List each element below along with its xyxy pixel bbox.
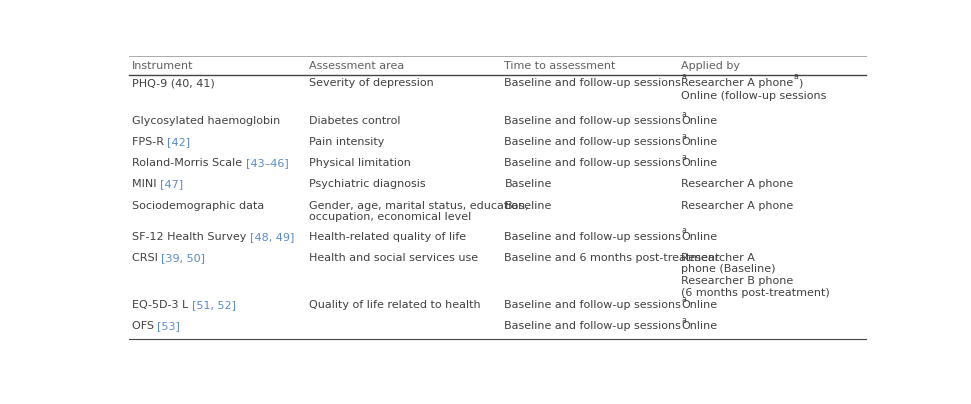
Text: Online: Online (682, 300, 718, 310)
Text: a: a (682, 226, 686, 235)
Text: ): ) (798, 78, 803, 88)
Text: Researcher A phone: Researcher A phone (682, 179, 793, 189)
Text: Assessment area: Assessment area (309, 61, 404, 71)
Text: Online (follow-up sessions: Online (follow-up sessions (682, 91, 826, 101)
Text: PHQ-9 (40, 41): PHQ-9 (40, 41) (132, 78, 215, 88)
Text: Roland-Morris Scale: Roland-Morris Scale (132, 158, 246, 168)
Text: Online: Online (682, 321, 718, 331)
Text: Baseline and follow-up sessions: Baseline and follow-up sessions (504, 137, 682, 147)
Text: a: a (682, 110, 686, 120)
Text: EQ-5D-3 L: EQ-5D-3 L (132, 300, 191, 310)
Text: [42]: [42] (167, 137, 190, 147)
Text: a: a (682, 316, 686, 325)
Text: Severity of depression: Severity of depression (309, 78, 433, 88)
Text: Diabetes control: Diabetes control (309, 116, 400, 126)
Text: a: a (793, 72, 798, 82)
Text: Psychiatric diagnosis: Psychiatric diagnosis (309, 179, 425, 189)
Text: Online: Online (682, 137, 718, 147)
Text: Researcher A phone: Researcher A phone (682, 78, 793, 88)
Text: Baseline and follow-up sessions: Baseline and follow-up sessions (504, 321, 682, 331)
Text: Baseline: Baseline (504, 179, 552, 189)
Text: Baseline and follow-up sessions: Baseline and follow-up sessions (504, 232, 682, 242)
Text: Baseline and follow-up sessions: Baseline and follow-up sessions (504, 158, 682, 168)
Text: FPS-R: FPS-R (132, 137, 167, 147)
Text: Applied by: Applied by (682, 61, 740, 71)
Text: Baseline and follow-up sessions: Baseline and follow-up sessions (504, 116, 682, 126)
Text: Physical limitation: Physical limitation (309, 158, 411, 168)
Text: [47]: [47] (160, 179, 184, 189)
Text: Researcher A
phone (Baseline)
Researcher B phone
(6 months post-treatment): Researcher A phone (Baseline) Researcher… (682, 253, 830, 298)
Text: OFS: OFS (132, 321, 157, 331)
Text: Baseline and 6 months post-treatment: Baseline and 6 months post-treatment (504, 253, 720, 263)
Text: [48, 49]: [48, 49] (250, 232, 294, 242)
Text: a: a (682, 295, 686, 303)
Text: [39, 50]: [39, 50] (161, 253, 205, 263)
Text: Baseline and follow-up sessions: Baseline and follow-up sessions (504, 300, 682, 310)
Text: Online: Online (682, 116, 718, 126)
Text: Online: Online (682, 232, 718, 242)
Text: a: a (682, 72, 686, 82)
Text: Online: Online (682, 158, 718, 168)
Text: Glycosylated haemoglobin: Glycosylated haemoglobin (132, 116, 281, 126)
Text: SF-12 Health Survey: SF-12 Health Survey (132, 232, 250, 242)
Text: Instrument: Instrument (132, 61, 193, 71)
Text: Health and social services use: Health and social services use (309, 253, 478, 263)
Text: Pain intensity: Pain intensity (309, 137, 385, 147)
Text: Baseline and follow-up sessions: Baseline and follow-up sessions (504, 78, 682, 88)
Text: Quality of life related to health: Quality of life related to health (309, 300, 481, 310)
Text: MINI: MINI (132, 179, 160, 189)
Text: Researcher A phone: Researcher A phone (682, 201, 793, 210)
Text: CRSI: CRSI (132, 253, 161, 263)
Text: a: a (682, 132, 686, 141)
Text: a: a (682, 153, 686, 162)
Text: Gender, age, marital status, education,
occupation, economical level: Gender, age, marital status, education, … (309, 201, 528, 222)
Text: [43–46]: [43–46] (246, 158, 288, 168)
Text: [53]: [53] (157, 321, 181, 331)
Text: [51, 52]: [51, 52] (191, 300, 236, 310)
Text: Baseline: Baseline (504, 201, 552, 210)
Text: Sociodemographic data: Sociodemographic data (132, 201, 264, 210)
Text: Health-related quality of life: Health-related quality of life (309, 232, 466, 242)
Text: Time to assessment: Time to assessment (504, 61, 616, 71)
